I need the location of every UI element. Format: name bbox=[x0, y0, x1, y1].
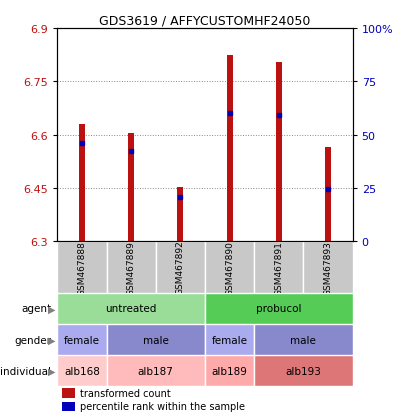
Text: individual: individual bbox=[0, 366, 51, 376]
Text: untreated: untreated bbox=[105, 304, 157, 314]
Text: male: male bbox=[142, 335, 169, 345]
Bar bbox=[57, 293, 204, 324]
Bar bbox=[106, 324, 204, 355]
Text: GSM467888: GSM467888 bbox=[77, 240, 86, 295]
Bar bbox=[177, 188, 183, 242]
Bar bbox=[62, 388, 74, 398]
Bar bbox=[254, 355, 352, 386]
Text: male: male bbox=[290, 335, 316, 345]
Bar bbox=[275, 63, 281, 242]
Bar bbox=[324, 148, 330, 242]
Bar bbox=[254, 324, 352, 355]
Text: GSM467891: GSM467891 bbox=[274, 240, 283, 295]
Bar bbox=[204, 355, 254, 386]
Bar bbox=[204, 242, 254, 293]
Bar bbox=[155, 242, 204, 293]
Bar bbox=[303, 242, 352, 293]
Text: agent: agent bbox=[21, 304, 51, 314]
Text: percentile rank within the sample: percentile rank within the sample bbox=[79, 401, 244, 411]
Bar bbox=[57, 355, 106, 386]
Text: ▶: ▶ bbox=[47, 304, 55, 314]
Text: GSM467893: GSM467893 bbox=[323, 240, 332, 295]
Text: GSM467892: GSM467892 bbox=[175, 240, 184, 295]
Text: alb168: alb168 bbox=[64, 366, 100, 376]
Bar bbox=[128, 133, 134, 242]
Text: alb189: alb189 bbox=[211, 366, 247, 376]
Text: female: female bbox=[211, 335, 247, 345]
Bar bbox=[106, 242, 155, 293]
Bar bbox=[57, 324, 106, 355]
Text: transformed count: transformed count bbox=[79, 388, 170, 398]
Bar bbox=[226, 56, 232, 242]
Text: female: female bbox=[64, 335, 100, 345]
Title: GDS3619 / AFFYCUSTOMHF24050: GDS3619 / AFFYCUSTOMHF24050 bbox=[99, 15, 310, 28]
Text: GSM467890: GSM467890 bbox=[225, 240, 234, 295]
Text: GSM467889: GSM467889 bbox=[126, 240, 135, 295]
Bar bbox=[204, 293, 352, 324]
Text: ▶: ▶ bbox=[47, 335, 55, 345]
Text: gender: gender bbox=[14, 335, 51, 345]
Text: probucol: probucol bbox=[256, 304, 301, 314]
Bar bbox=[106, 355, 204, 386]
Bar bbox=[254, 242, 303, 293]
Bar bbox=[204, 324, 254, 355]
Bar bbox=[57, 242, 106, 293]
Bar bbox=[79, 125, 85, 242]
Text: alb187: alb187 bbox=[137, 366, 173, 376]
Text: ▶: ▶ bbox=[47, 366, 55, 376]
Text: alb193: alb193 bbox=[285, 366, 321, 376]
Bar bbox=[62, 401, 74, 411]
